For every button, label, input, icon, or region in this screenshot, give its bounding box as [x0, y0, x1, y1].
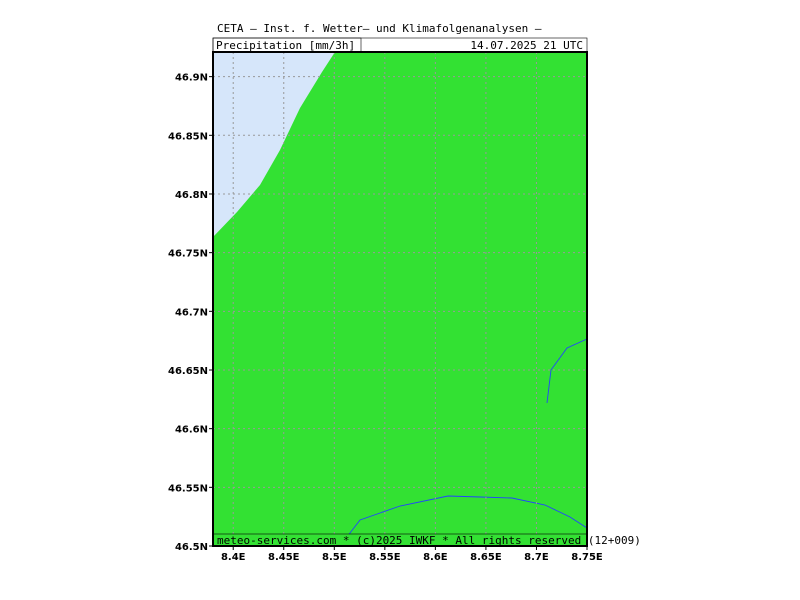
border-line [546, 338, 588, 404]
x-tick-label: 8.6E [423, 552, 448, 563]
dry-region [213, 52, 335, 237]
y-tick-label: 46.8N [175, 190, 208, 201]
map-area [213, 52, 588, 547]
y-tick-label: 46.6N [175, 425, 208, 436]
y-tick-label: 46.65N [168, 366, 208, 377]
y-tick-label: 46.5N [175, 542, 208, 553]
x-tick-label: 8.75E [571, 552, 603, 563]
x-tick-label: 8.65E [470, 552, 502, 563]
border-line [339, 495, 588, 547]
x-tick-label: 8.5E [322, 552, 347, 563]
map-frame [212, 51, 588, 547]
valid-time: 14.07.2025 21 UTC [470, 39, 583, 52]
y-tick-label: 46.7N [175, 307, 208, 318]
x-tick-label: 8.4E [221, 552, 246, 563]
y-tick-label: 46.9N [175, 73, 208, 84]
y-tick-label: 46.55N [168, 483, 208, 494]
y-tick-label: 46.85N [168, 131, 208, 142]
footer: meteo-services.com * (c)2025 IWKF * All … [217, 534, 641, 547]
y-tick-label: 46.75N [168, 249, 208, 260]
header-title: CETA — Inst. f. Wetter— und Klimafolgena… [217, 22, 542, 35]
variable-label: Precipitation [mm/3h] [216, 39, 355, 52]
x-tick-label: 8.55E [369, 552, 401, 563]
x-tick-label: 8.7E [524, 552, 549, 563]
x-tick-label: 8.45E [268, 552, 300, 563]
